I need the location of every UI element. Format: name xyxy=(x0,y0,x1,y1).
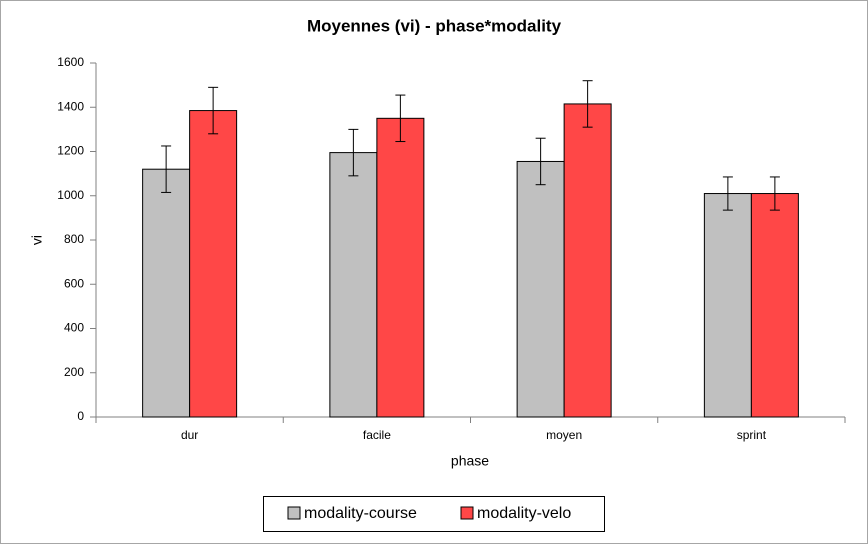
bar xyxy=(142,168,191,418)
legend-label: modality-velo xyxy=(477,505,571,522)
bar xyxy=(376,117,425,418)
y-tick-label: 800 xyxy=(64,232,84,246)
error-bar xyxy=(535,137,546,186)
y-tick-label: 1200 xyxy=(57,144,84,158)
x-tick-label: moyen xyxy=(546,428,582,442)
bar xyxy=(750,193,799,418)
y-tick-label: 400 xyxy=(64,321,84,335)
y-tick-label: 200 xyxy=(64,365,84,379)
bar xyxy=(189,110,238,418)
y-tick-label: 0 xyxy=(77,409,84,423)
error-bar xyxy=(769,176,780,211)
bar xyxy=(703,193,752,418)
legend-label: modality-course xyxy=(304,505,417,522)
bar xyxy=(516,160,565,418)
x-axis-label: phase xyxy=(451,453,489,469)
y-tick-label: 1600 xyxy=(57,55,84,69)
legend-box xyxy=(263,496,605,532)
bar xyxy=(563,103,612,418)
legend-swatch xyxy=(287,506,301,520)
error-bar xyxy=(395,94,406,143)
y-tick-label: 1400 xyxy=(57,99,84,113)
x-tick-label: facile xyxy=(363,428,391,442)
error-bar xyxy=(348,128,359,177)
y-tick-label: 1000 xyxy=(57,188,84,202)
y-tick-label: 600 xyxy=(64,276,84,290)
y-axis-label: vi xyxy=(29,235,45,245)
x-tick-label: dur xyxy=(181,428,198,442)
error-bar xyxy=(582,80,593,128)
error-bar xyxy=(722,176,733,211)
legend-swatch xyxy=(460,506,474,520)
error-bar xyxy=(161,145,172,193)
chart-title: Moyennes (vi) - phase*modality xyxy=(307,16,562,35)
error-bar xyxy=(208,86,219,135)
x-tick-label: sprint xyxy=(737,428,767,442)
bar xyxy=(329,152,378,418)
